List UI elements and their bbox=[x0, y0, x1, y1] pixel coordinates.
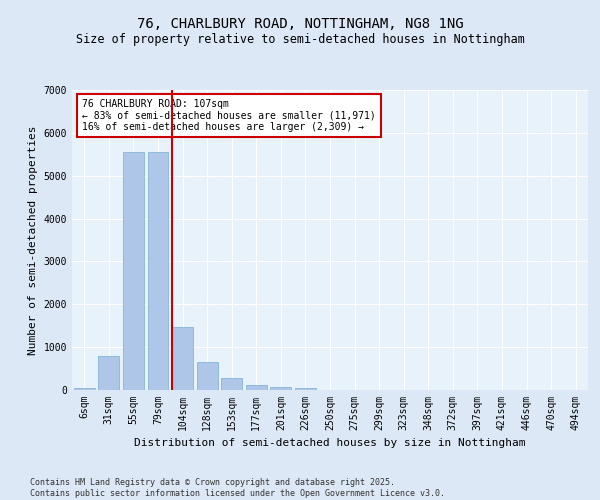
X-axis label: Distribution of semi-detached houses by size in Nottingham: Distribution of semi-detached houses by … bbox=[134, 438, 526, 448]
Bar bbox=[197, 362, 218, 390]
Bar bbox=[98, 356, 119, 390]
Text: 76, CHARLBURY ROAD, NOTTINGHAM, NG8 1NG: 76, CHARLBURY ROAD, NOTTINGHAM, NG8 1NG bbox=[137, 18, 463, 32]
Text: Size of property relative to semi-detached houses in Nottingham: Size of property relative to semi-detach… bbox=[76, 32, 524, 46]
Bar bbox=[172, 327, 193, 390]
Bar bbox=[123, 152, 144, 390]
Bar bbox=[74, 388, 95, 390]
Text: 76 CHARLBURY ROAD: 107sqm
← 83% of semi-detached houses are smaller (11,971)
16%: 76 CHARLBURY ROAD: 107sqm ← 83% of semi-… bbox=[82, 99, 376, 132]
Y-axis label: Number of semi-detached properties: Number of semi-detached properties bbox=[28, 125, 38, 355]
Bar bbox=[295, 388, 316, 390]
Bar bbox=[221, 378, 242, 390]
Bar bbox=[246, 385, 267, 390]
Text: Contains HM Land Registry data © Crown copyright and database right 2025.
Contai: Contains HM Land Registry data © Crown c… bbox=[30, 478, 445, 498]
Bar bbox=[148, 152, 169, 390]
Bar bbox=[271, 386, 292, 390]
